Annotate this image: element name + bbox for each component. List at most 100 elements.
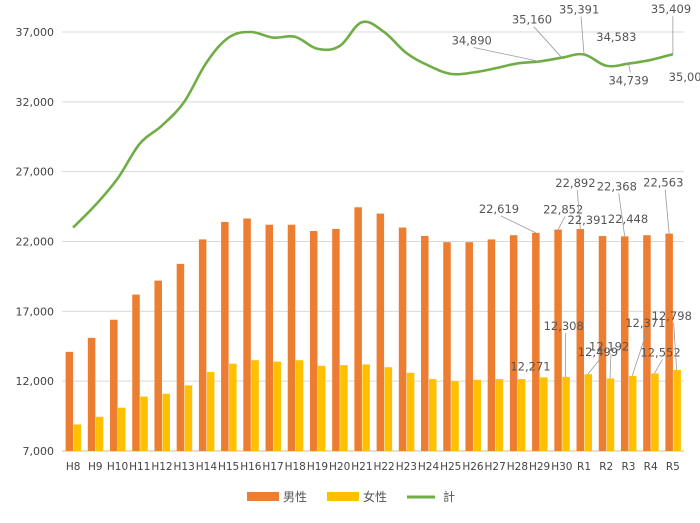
data-label: 35,000 (669, 70, 700, 84)
bar-female (673, 370, 681, 451)
x-tick-label: H27 (485, 461, 506, 473)
bar-female (340, 365, 348, 451)
bar-male (665, 233, 673, 451)
y-tick-label: 12,000 (16, 375, 55, 388)
bar-female (317, 365, 326, 451)
x-tick-label: H22 (373, 461, 394, 473)
bar-female (473, 379, 481, 451)
bar-male (532, 232, 540, 451)
x-tick-label: H15 (218, 461, 239, 473)
bar-male (243, 218, 251, 451)
x-tick-label: H19 (307, 461, 328, 473)
bar-male (87, 337, 96, 451)
x-tick-label: R5 (666, 461, 680, 473)
x-tick-label: H24 (418, 461, 440, 473)
x-tick-label: H12 (151, 461, 172, 473)
x-tick-label: H30 (551, 461, 572, 473)
leader-line (654, 359, 663, 374)
data-label: 12,192 (589, 339, 629, 353)
bar-male (265, 224, 274, 451)
bar-male (198, 239, 207, 451)
bar-male (509, 235, 518, 451)
data-label: 22,391 (568, 213, 608, 227)
bar-female (362, 364, 370, 451)
x-tick-label: H10 (107, 461, 128, 473)
bar-female (162, 393, 170, 451)
bar-male (332, 228, 340, 451)
x-tick-label: R4 (644, 461, 658, 473)
series-line-total (72, 20, 674, 229)
x-tick-label: H29 (529, 461, 550, 473)
data-label: 22,448 (608, 212, 648, 226)
x-tick-label: H20 (329, 461, 350, 473)
data-label: 34,890 (452, 33, 492, 47)
bar-female (495, 379, 504, 451)
data-label: 22,892 (555, 176, 595, 190)
leader-line (473, 47, 540, 62)
x-tick-label: H9 (88, 461, 103, 473)
bar-female (140, 396, 148, 451)
x-tick-label: H23 (396, 461, 417, 473)
bar-female (606, 378, 615, 451)
bar-female (206, 372, 215, 451)
bar-female (118, 407, 126, 451)
bar-male (65, 351, 74, 451)
y-tick-label: 22,000 (16, 236, 55, 249)
data-label: 12,798 (652, 309, 692, 323)
data-label: 35,160 (512, 13, 552, 27)
gridlines (62, 31, 684, 452)
x-tick-label: H8 (66, 461, 81, 473)
bar-female (184, 385, 193, 451)
bar-female (73, 424, 82, 451)
y-tick-label: 27,000 (16, 166, 55, 179)
bar-male (132, 294, 140, 451)
bar-female (584, 374, 593, 451)
leader-line (631, 329, 648, 377)
leader-line (664, 189, 670, 234)
bar-male (443, 242, 451, 451)
leader-line (576, 190, 581, 230)
data-label: 35,391 (559, 2, 599, 16)
leader-line (557, 216, 566, 230)
bar-female (229, 363, 237, 451)
leader-line (609, 353, 612, 379)
y-tick-label: 17,000 (16, 305, 55, 318)
bar-male (598, 236, 607, 451)
leader-line (673, 322, 678, 371)
bar-female (295, 360, 304, 451)
bar-male (576, 229, 585, 451)
leader-line (628, 63, 631, 73)
bar-male (421, 235, 429, 451)
leader-line (500, 215, 537, 234)
bar-male (554, 229, 562, 451)
bar-male (487, 239, 496, 451)
data-labels: 34,890 35,160 35,391 34,583 34,739 35,000 35,4… (452, 2, 700, 379)
bar-male (643, 235, 651, 451)
bar-male (465, 242, 473, 451)
leader-line (618, 193, 626, 237)
y-tick-label: 37,000 (16, 26, 55, 39)
data-label: 12,308 (544, 319, 584, 333)
bar-female (251, 360, 259, 451)
x-tick-label: H28 (507, 461, 528, 473)
legend-label: 男性 (283, 490, 307, 504)
legend-label: 女性 (363, 489, 387, 504)
x-tick-label: R2 (599, 461, 613, 473)
x-tick-label: H16 (240, 461, 262, 473)
data-label: 34,583 (596, 30, 636, 44)
x-tick-label: H25 (440, 461, 461, 473)
total-line (72, 20, 674, 229)
leader-line (533, 26, 563, 58)
bar-female (651, 373, 659, 451)
bar-female (517, 379, 526, 451)
bar-female (384, 367, 393, 451)
data-label: 12,499 (578, 345, 618, 359)
y-axis: 7,000 12,000 17,000 22,000 27,000 32,000 37,00… (16, 26, 55, 458)
bar-male (154, 280, 162, 451)
x-tick-label: H14 (196, 461, 218, 473)
bar-female (406, 372, 415, 451)
x-tick-label: H13 (174, 461, 195, 473)
data-label: 22,852 (543, 203, 583, 217)
x-axis: H8 H9 H10 H11 H12 H13 H14 H15 H16 H17 H18 H19 H20 H21… (66, 461, 680, 473)
